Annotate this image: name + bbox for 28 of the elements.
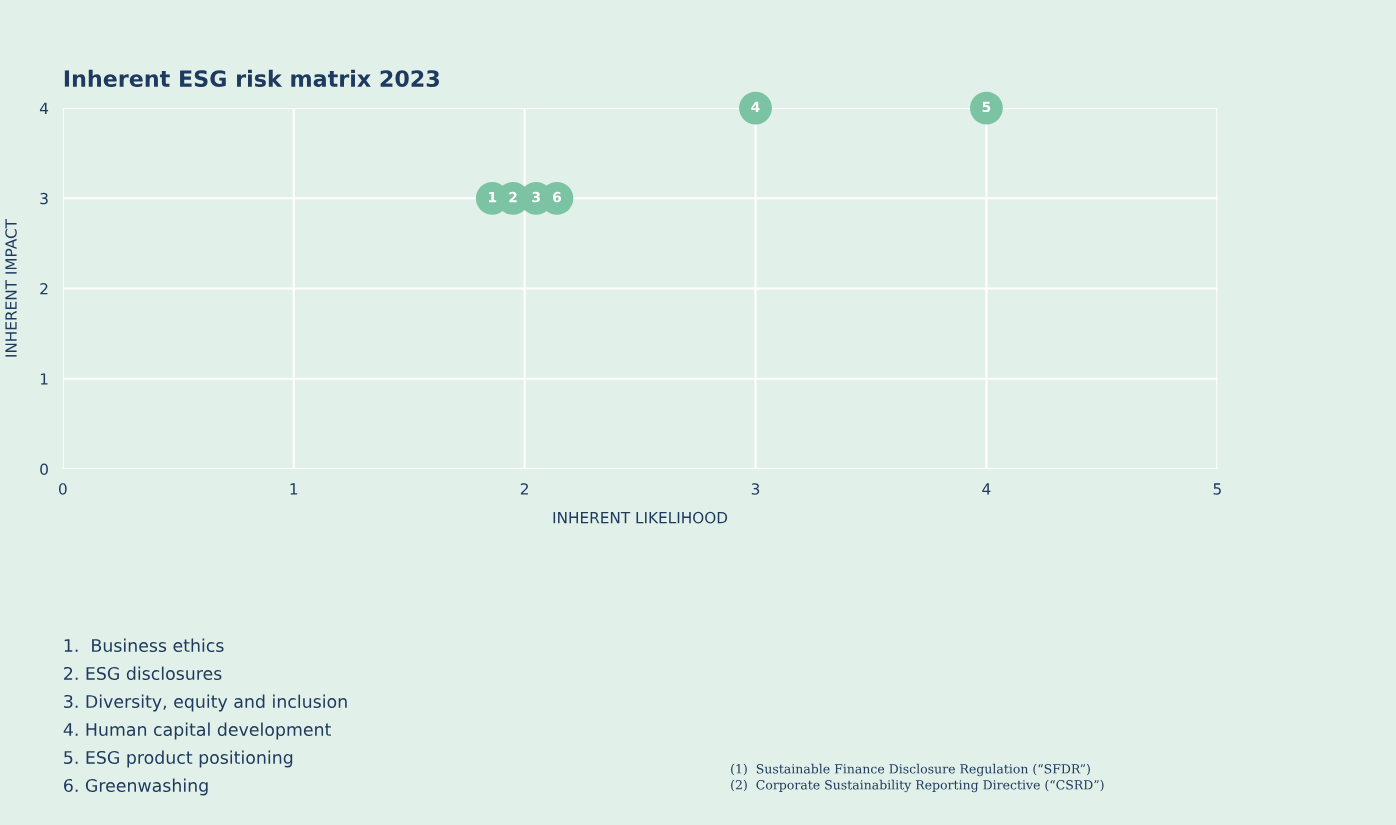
x-tick-label: 2 bbox=[520, 483, 528, 495]
y-tick-label: 1 bbox=[40, 373, 48, 385]
y-tick-label: 0 bbox=[40, 463, 48, 476]
text: (1) Sustainable Finance Disclosure Regulation (“SFDR”) bbox=[731, 763, 1090, 777]
annotation: 1 bbox=[489, 192, 497, 203]
annotation: 2 bbox=[509, 191, 517, 203]
text: (2) Corporate Sustainability Reporting Directive (“CSRD”) bbox=[731, 779, 1104, 793]
text: 5. ESG product positioning bbox=[64, 750, 293, 768]
text: 2. ESG disclosures bbox=[64, 666, 222, 681]
annotation: 5 bbox=[982, 101, 991, 113]
x-tick-label: 0 bbox=[58, 483, 67, 495]
text: 3. Diversity, equity and inclusion bbox=[64, 694, 347, 712]
x-axis-title: INHERENT LIKELIHOOD bbox=[553, 511, 728, 524]
chart-title: Inherent ESG risk matrix 2023 bbox=[64, 69, 439, 87]
annotation: 6 bbox=[552, 191, 562, 203]
x-tick-label: 3 bbox=[751, 483, 760, 495]
annotation: 4 bbox=[751, 101, 760, 112]
y-tick-label: 3 bbox=[40, 192, 48, 205]
text: 1. Business ethics bbox=[64, 638, 224, 653]
x-tick-label: 1 bbox=[290, 483, 298, 495]
x-tick-label: 4 bbox=[982, 483, 991, 495]
x-tick-label: 5 bbox=[1213, 483, 1221, 495]
y-axis-title: INHERENT IMPACT bbox=[5, 218, 17, 357]
text: 6. Greenwashing bbox=[64, 778, 208, 796]
y-tick-label: 4 bbox=[39, 102, 49, 114]
annotation: 3 bbox=[532, 191, 540, 203]
y-tick-label: 2 bbox=[40, 283, 48, 295]
text: 4. Human capital development bbox=[63, 722, 331, 740]
